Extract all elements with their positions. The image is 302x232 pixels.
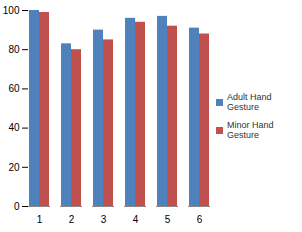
svg-text:3: 3: [101, 214, 107, 225]
svg-text:100: 100: [3, 5, 20, 16]
svg-text:4: 4: [133, 214, 139, 225]
html-text:Minor Hand Gesture: Minor Hand Gesture: [227, 120, 274, 140]
svg-text:40: 40: [8, 122, 20, 133]
svg-text:5: 5: [165, 214, 171, 225]
svg-text:0: 0: [14, 201, 20, 212]
svg-text:80: 80: [8, 44, 20, 55]
svg-text:2: 2: [69, 214, 75, 225]
html-text:Adult Hand Gesture: Adult Hand Gesture: [227, 92, 272, 112]
svg-text:1: 1: [37, 214, 43, 225]
svg-text:60: 60: [8, 83, 20, 94]
svg-text:6: 6: [197, 214, 203, 225]
svg-text:20: 20: [8, 162, 20, 173]
